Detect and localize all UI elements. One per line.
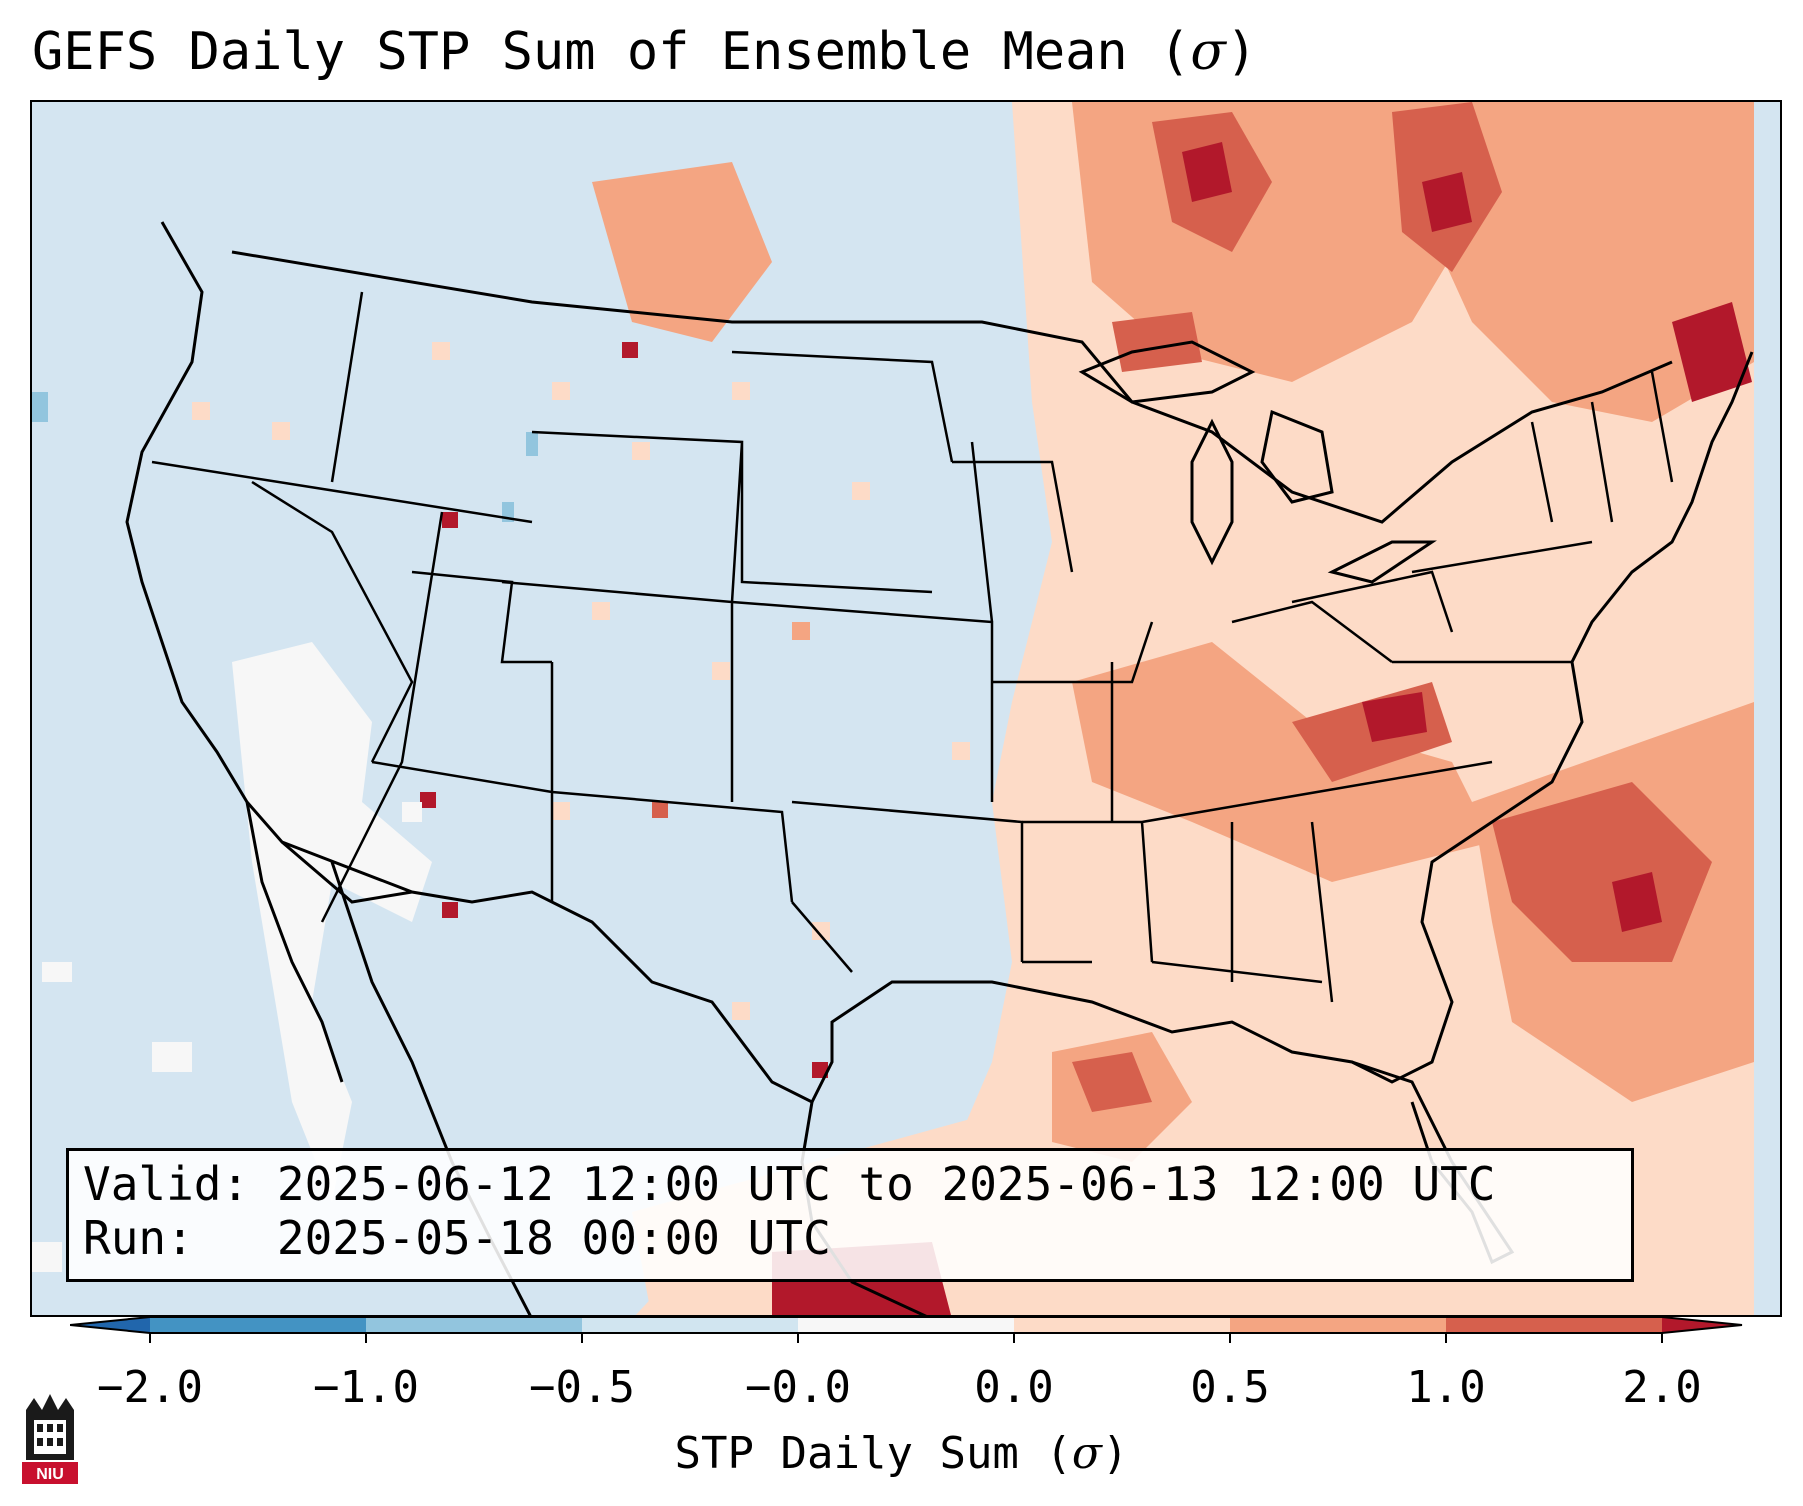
anomaly-cell xyxy=(852,482,870,500)
colorbar-tick-label: 0.0 xyxy=(974,1362,1054,1413)
colorbar-label: STP Daily Sum (σ) xyxy=(0,1428,1803,1479)
title-sigma: σ xyxy=(1190,22,1226,82)
anomaly-cell xyxy=(952,742,970,760)
us-outline xyxy=(125,221,1754,1105)
title-close: ) xyxy=(1225,22,1258,82)
anomaly-high-gulf xyxy=(1072,1052,1152,1112)
anomaly-mid-ohio xyxy=(1072,642,1492,882)
run-label: Run: xyxy=(83,1211,194,1265)
colorbar-extend-max xyxy=(1662,1317,1742,1333)
anomaly-cell xyxy=(812,1062,828,1078)
mexico-border xyxy=(281,840,413,904)
colorbar-seg-05-1 xyxy=(1230,1317,1446,1333)
colorbar-ticks xyxy=(149,1333,1663,1343)
colorbar-seg-1-2 xyxy=(1446,1317,1662,1333)
colorbar-extend-min xyxy=(70,1317,150,1333)
niu-logo-text: NIU xyxy=(36,1466,64,1483)
anomaly-cell xyxy=(622,342,638,358)
anomaly-cell xyxy=(272,422,290,440)
anomaly-high-ontario-core xyxy=(1182,142,1232,202)
colorbar-label-close: ) xyxy=(1101,1428,1129,1479)
colorbar-tick-label: 1.0 xyxy=(1406,1362,1486,1413)
anomaly-cell xyxy=(432,342,450,360)
anomaly-layer xyxy=(192,102,1754,1315)
anomaly-cell xyxy=(552,382,570,400)
niu-logo: NIU xyxy=(22,1394,78,1484)
neutral-cell xyxy=(152,1042,192,1072)
run-value: 2025-05-18 00:00 UTC xyxy=(276,1211,831,1265)
neutral-cell xyxy=(402,802,422,822)
title-text: GEFS Daily STP Sum of Ensemble Mean ( xyxy=(32,22,1191,82)
canada-border xyxy=(231,250,1673,524)
neutral-layer xyxy=(32,392,538,1272)
anomaly-cell xyxy=(552,802,570,820)
valid-value: 2025-06-12 12:00 UTC to 2025-06-13 12:00… xyxy=(276,1157,1496,1211)
lake-superior xyxy=(1078,340,1256,404)
anomaly-high-superior xyxy=(1112,312,1202,372)
colorbar-tick-label: 2.0 xyxy=(1622,1362,1702,1413)
lake-huron xyxy=(1260,409,1334,504)
lake-michigan xyxy=(1190,418,1234,566)
colorbar-tick-label: −0.0 xyxy=(745,1362,851,1413)
map-svg xyxy=(32,102,1754,1315)
neutral-baja xyxy=(232,642,432,1202)
map-panel xyxy=(30,100,1782,1317)
state-borders xyxy=(151,291,1674,1003)
valid-run-box: Valid: 2025-06-12 12:00 UTC to 2025-06-1… xyxy=(66,1148,1634,1282)
neutral-cell xyxy=(42,962,72,982)
page-title: GEFS Daily STP Sum of Ensemble Mean (σ) xyxy=(32,22,1257,82)
anomaly-high-newengland xyxy=(1672,302,1752,402)
anomaly-cell xyxy=(442,512,458,528)
neutral-cell xyxy=(32,1242,62,1272)
anomaly-cell xyxy=(442,902,458,918)
colorbar-label-sigma: σ xyxy=(1071,1428,1102,1479)
anomaly-cell xyxy=(632,442,650,460)
negative-cell xyxy=(32,392,48,422)
anomaly-high-carolinas-core xyxy=(1612,872,1662,932)
colorbar-label-text: STP Daily Sum ( xyxy=(674,1428,1072,1479)
anomaly-cell xyxy=(712,662,730,680)
colorbar-tick-label: −2.0 xyxy=(97,1362,203,1413)
lake-erie xyxy=(1327,540,1437,584)
anomaly-cell xyxy=(592,602,610,620)
anomaly-cell xyxy=(652,802,668,818)
colorbar-seg-n05-0 xyxy=(582,1317,798,1333)
anomaly-mid-northrockies xyxy=(592,162,772,342)
colorbar-tick-label: 0.5 xyxy=(1190,1362,1270,1413)
colorbar-tick-label: −0.5 xyxy=(529,1362,635,1413)
anomaly-cell xyxy=(812,922,830,940)
anomaly-high-quebec-core xyxy=(1422,172,1472,232)
colorbar-seg-n1-n05 xyxy=(366,1317,582,1333)
boundaries-layer xyxy=(125,221,1754,1315)
anomaly-cell xyxy=(732,382,750,400)
colorbar xyxy=(70,1317,1743,1343)
colorbar-seg-0-05 xyxy=(1014,1317,1230,1333)
anomaly-cell xyxy=(192,402,210,420)
anomaly-cell xyxy=(420,792,436,808)
baja xyxy=(245,801,344,1083)
anomaly-high-appalachia-core xyxy=(1362,692,1427,742)
anomaly-cell xyxy=(732,1002,750,1020)
anomaly-cell xyxy=(792,622,810,640)
valid-label: Valid: xyxy=(83,1157,250,1211)
colorbar-tick-label: −1.0 xyxy=(313,1362,419,1413)
negative-cell xyxy=(526,432,538,456)
colorbar-seg-n2-n1 xyxy=(150,1317,366,1333)
colorbar-seg-neutral xyxy=(798,1317,1014,1333)
